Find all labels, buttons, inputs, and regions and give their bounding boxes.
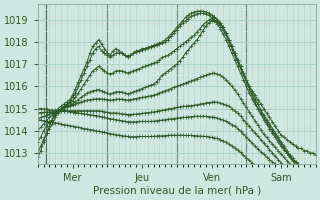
X-axis label: Pression niveau de la mer( hPa ): Pression niveau de la mer( hPa ) [93,186,261,196]
